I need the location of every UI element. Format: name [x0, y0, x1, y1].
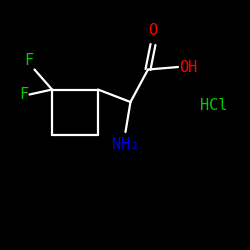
Text: OH: OH	[179, 60, 198, 74]
Text: O: O	[148, 23, 158, 38]
Text: HCl: HCl	[200, 98, 228, 112]
Text: NH₂: NH₂	[112, 136, 139, 152]
Text: F: F	[24, 53, 33, 68]
Text: F: F	[19, 87, 28, 102]
